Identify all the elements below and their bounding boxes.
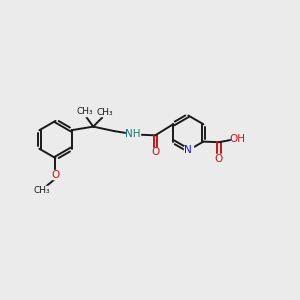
Bar: [51, 170, 60, 179]
Text: NH: NH: [125, 129, 141, 139]
Text: CH₃: CH₃: [96, 108, 113, 117]
Bar: [75, 107, 94, 116]
Text: O: O: [51, 169, 60, 180]
Text: O: O: [215, 154, 223, 164]
Bar: [215, 154, 223, 163]
Bar: [231, 135, 244, 143]
Text: CH₃: CH₃: [76, 107, 93, 116]
Text: OH: OH: [230, 134, 246, 144]
Bar: [126, 130, 140, 138]
Bar: [95, 108, 114, 116]
Bar: [184, 146, 193, 154]
Bar: [151, 148, 160, 156]
Text: CH₃: CH₃: [34, 186, 51, 195]
Text: N: N: [184, 145, 192, 155]
Text: O: O: [151, 147, 159, 157]
Bar: [33, 186, 52, 195]
